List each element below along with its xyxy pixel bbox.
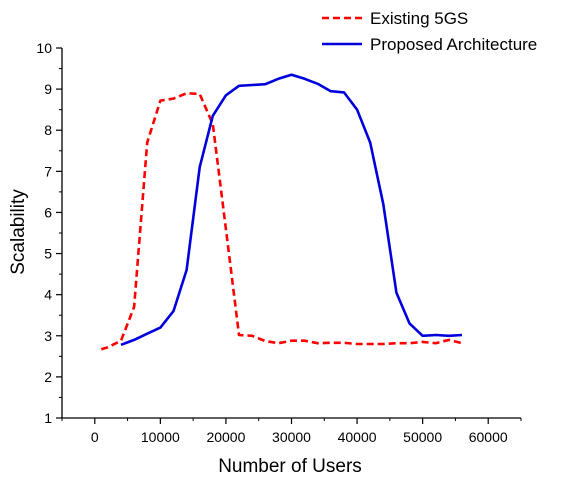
y-tick-label: 6 [44, 204, 52, 220]
y-tick-label: 5 [44, 246, 52, 262]
y-axis-title: Scalability [8, 189, 29, 275]
y-tick-label: 9 [44, 81, 52, 97]
y-tick-label: 1 [44, 410, 52, 426]
y-tick-label: 2 [44, 369, 52, 385]
y-tick-label: 7 [44, 163, 52, 179]
x-ticks: 0 10000 20000 30000 40000 50000 60000 [61, 418, 522, 445]
y-tick-label: 8 [44, 122, 52, 138]
x-tick-label: 60000 [469, 429, 508, 445]
x-tick-label: 30000 [272, 429, 311, 445]
y-tick-label: 10 [36, 40, 52, 56]
x-tick-label: 50000 [403, 429, 442, 445]
y-tick-label: 4 [44, 287, 52, 303]
series-line-proposed-architecture [120, 73, 463, 347]
series-lines [100, 73, 463, 351]
legend-label-existing-5gs: Existing 5GS [370, 9, 468, 28]
axes [61, 48, 521, 419]
y-tick-label: 3 [44, 328, 52, 344]
x-tick-label: 0 [91, 429, 99, 445]
x-tick-label: 40000 [338, 429, 377, 445]
x-tick-label: 20000 [206, 429, 245, 445]
legend-label-proposed-architecture: Proposed Architecture [370, 35, 537, 54]
legend: Existing 5GS Proposed Architecture [322, 9, 537, 54]
y-ticks: 1 2 3 4 5 6 7 8 9 10 [36, 40, 62, 426]
x-tick-label: 10000 [141, 429, 180, 445]
x-axis-title: Number of Users [218, 456, 362, 477]
series-line-existing-5gs [100, 91, 463, 351]
